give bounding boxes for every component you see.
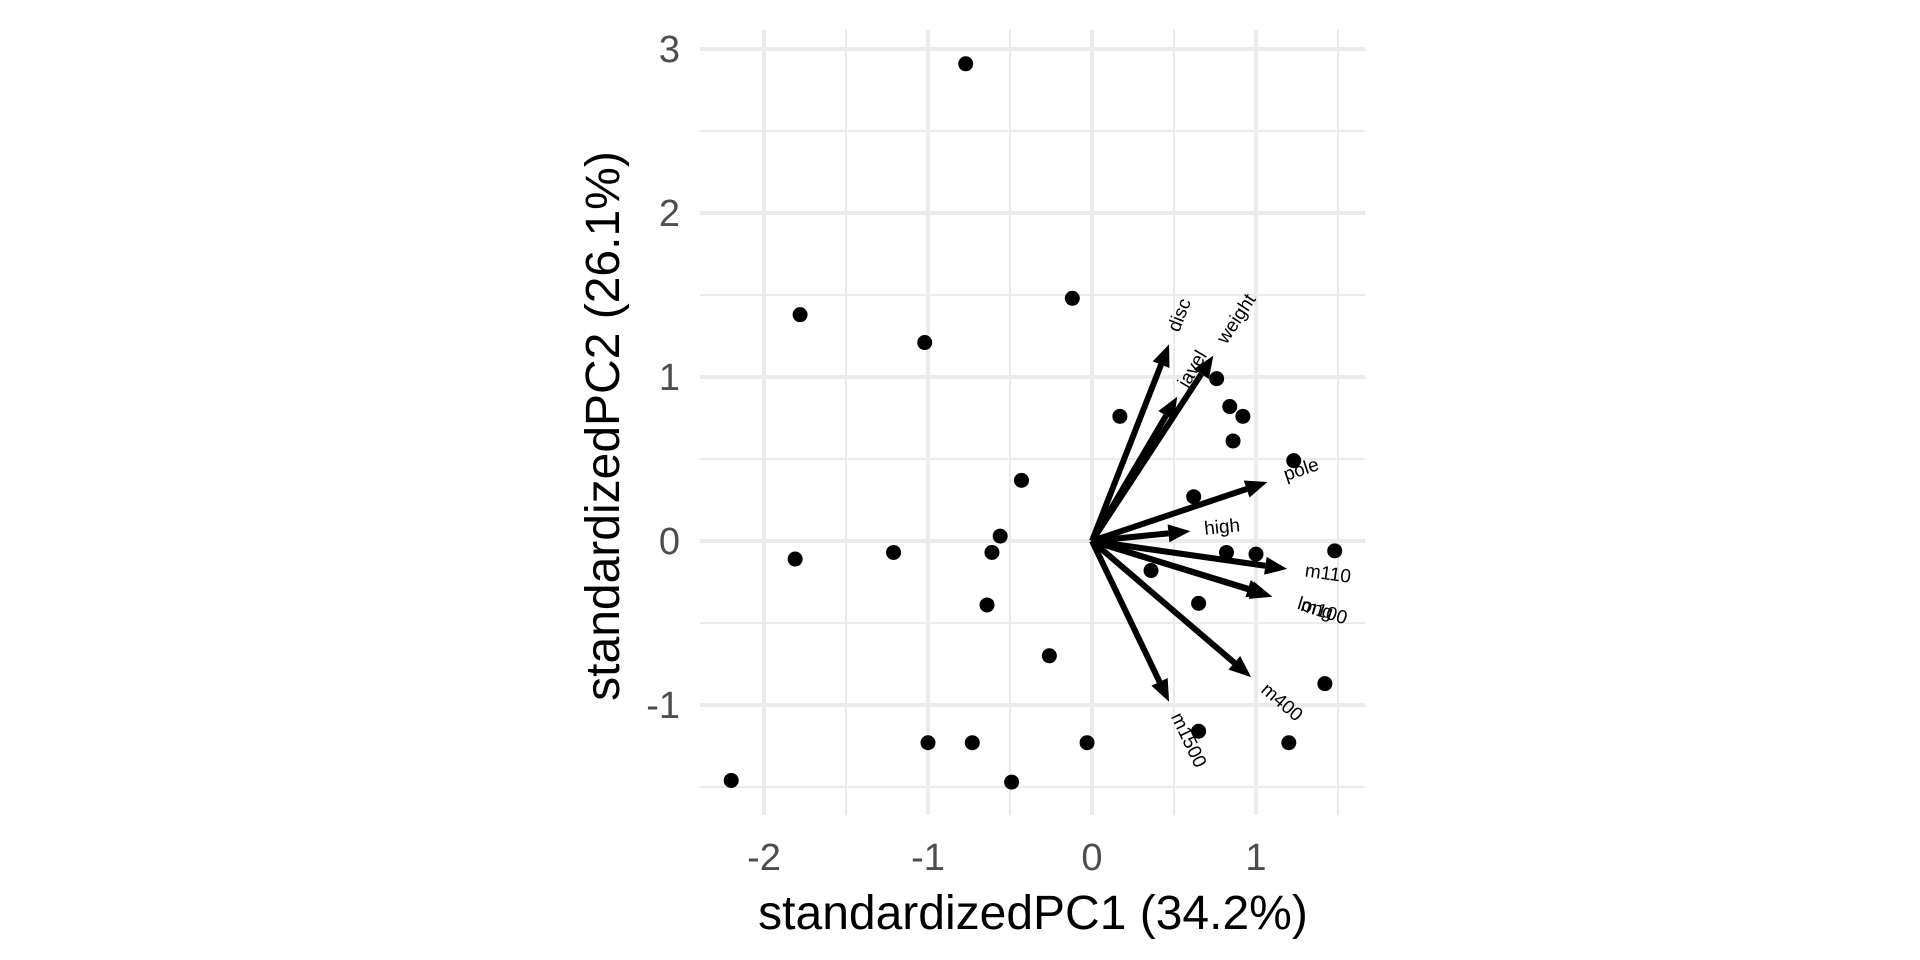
arrowhead-weight: [1193, 355, 1214, 380]
data-point: [1191, 595, 1207, 611]
data-point: [787, 551, 803, 567]
arrow-high: [1091, 530, 1169, 544]
x-tick-label: 1: [1245, 837, 1266, 879]
data-point: [1112, 408, 1128, 424]
y-tick-label: 0: [659, 521, 680, 563]
data-point: [1225, 433, 1241, 449]
data-point: [964, 735, 980, 751]
arrow-label-m110: m110: [1304, 561, 1353, 588]
arrow-layer: discjavelweightpolehighm110m100longm400m…: [1089, 290, 1353, 771]
data-point: [1143, 563, 1159, 579]
arrow-label-m400: m400: [1257, 679, 1307, 726]
arrow-long: [1091, 538, 1249, 592]
data-point: [920, 735, 936, 751]
y-tick-label: -1: [646, 685, 680, 727]
x-tick-label: -2: [747, 837, 781, 879]
data-point: [992, 528, 1008, 544]
arrow-label-m1500: m1500: [1166, 710, 1210, 771]
arrowhead-high: [1167, 524, 1191, 543]
arrow-pole: [1091, 486, 1248, 544]
data-point: [1209, 371, 1225, 387]
arrowhead-m400: [1228, 655, 1252, 678]
x-tick-label: 0: [1081, 837, 1102, 879]
data-point: [723, 772, 739, 788]
data-point: [958, 56, 974, 72]
data-point: [1191, 723, 1207, 739]
data-point: [1064, 290, 1080, 306]
arrowhead-long: [1245, 580, 1270, 598]
data-point: [1248, 546, 1264, 562]
data-point: [1013, 472, 1029, 488]
data-point: [886, 544, 902, 560]
arrow-label-disc: disc: [1164, 296, 1196, 335]
data-point: [1186, 489, 1202, 505]
tick-layer: -2 -1 0 1 -1 0 1 2 3: [646, 29, 1266, 879]
arrow-disc: [1089, 363, 1164, 543]
arrow-label-high: high: [1203, 515, 1241, 539]
data-point: [1079, 735, 1095, 751]
data-point: [1222, 399, 1238, 415]
data-point: [1235, 408, 1251, 424]
arrowhead-pole: [1243, 480, 1268, 498]
data-point: [1317, 676, 1333, 692]
data-point: [1327, 543, 1343, 559]
data-point: [979, 597, 995, 613]
arrow-m400: [1090, 538, 1237, 666]
data-point: [792, 307, 808, 323]
arrow-m1500: [1089, 539, 1163, 684]
data-point: [1041, 648, 1057, 664]
data-point: [1281, 735, 1297, 751]
arrowhead-m110: [1264, 556, 1288, 575]
data-point: [984, 544, 1000, 560]
arrowhead-m1500: [1151, 677, 1170, 702]
x-axis-title: standardizedPC1 (34.2%): [758, 887, 1308, 940]
data-point: [1004, 774, 1020, 790]
y-tick-label: 3: [659, 29, 680, 71]
arrow-label-long: long: [1295, 593, 1335, 624]
arrow-weight: [1089, 372, 1204, 543]
point-layer: [723, 56, 1343, 790]
arrow-m110: [1091, 538, 1266, 569]
data-point: [1286, 453, 1302, 469]
y-axis-title: standardizedPC2 (26.1%): [577, 151, 630, 701]
x-tick-label: -1: [911, 837, 945, 879]
arrow-label-weight: weight: [1212, 290, 1261, 349]
y-tick-label: 1: [659, 357, 680, 399]
data-point: [917, 335, 933, 351]
grid-layer: [700, 30, 1365, 815]
data-point: [1218, 544, 1234, 560]
arrowhead-disc: [1152, 344, 1170, 368]
y-tick-label: 2: [659, 193, 680, 235]
